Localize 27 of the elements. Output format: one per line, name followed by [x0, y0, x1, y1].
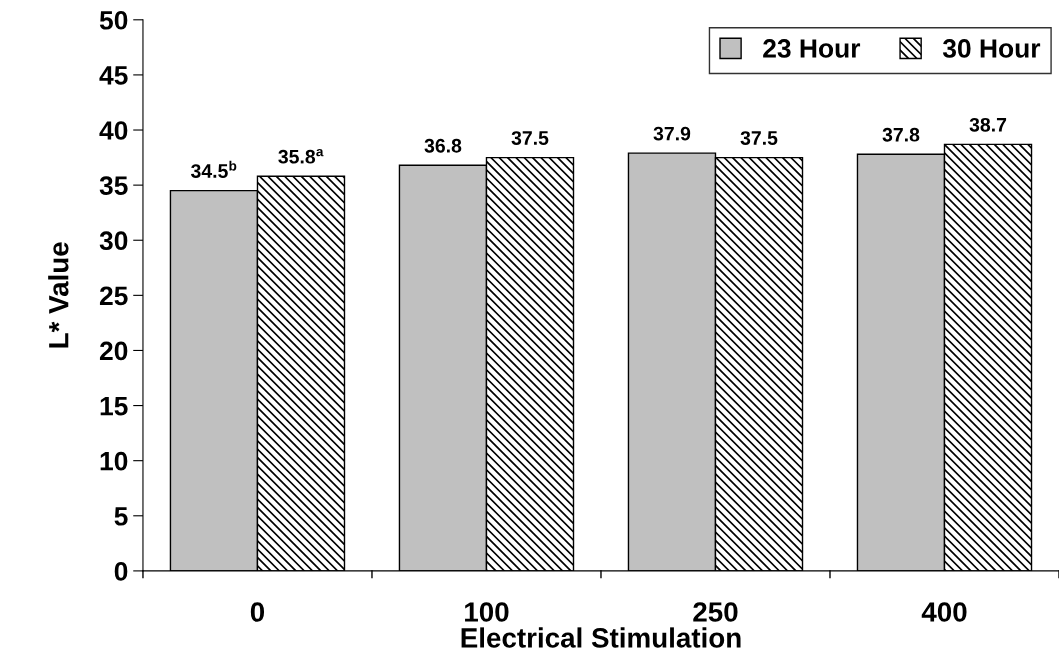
- x-tick-label: 100: [465, 602, 509, 622]
- data-label: 34.5$^{b}$: [190, 160, 237, 178]
- y-axis-title: L* Value: [48, 242, 69, 348]
- data-label: 37.8: [882, 127, 920, 142]
- y-tick-label: 5: [114, 507, 128, 526]
- y-tick-label: 0: [114, 562, 128, 581]
- x-tick-label: 400: [921, 602, 967, 622]
- y-tick-label: 15: [100, 396, 128, 416]
- data-label: 37.5: [511, 131, 549, 145]
- x-tick-label: 250: [693, 602, 738, 622]
- legend-label: 30 Hour: [942, 39, 1041, 58]
- data-label: 35.8$^{a}$: [278, 148, 324, 164]
- y-tick-label: 20: [99, 341, 128, 361]
- y-tick-label: 10: [100, 451, 128, 471]
- x-tick-label: 0: [250, 602, 265, 622]
- data-label: 38.7: [969, 117, 1007, 132]
- y-tick-label: 45: [99, 66, 128, 85]
- data-label: 37.5: [740, 131, 778, 145]
- data-label: 37.9: [653, 126, 691, 141]
- y-tick-label: 30: [99, 231, 128, 251]
- data-label: 36.8: [424, 138, 462, 153]
- x-axis-title: Electrical Stimulation: [461, 627, 741, 648]
- y-tick-label: 25: [99, 286, 128, 306]
- y-tick-label: 40: [99, 121, 128, 140]
- y-tick-label: 50: [99, 10, 128, 30]
- y-tick-label: 35: [99, 176, 128, 195]
- legend-label: 23 Hour: [763, 39, 861, 58]
